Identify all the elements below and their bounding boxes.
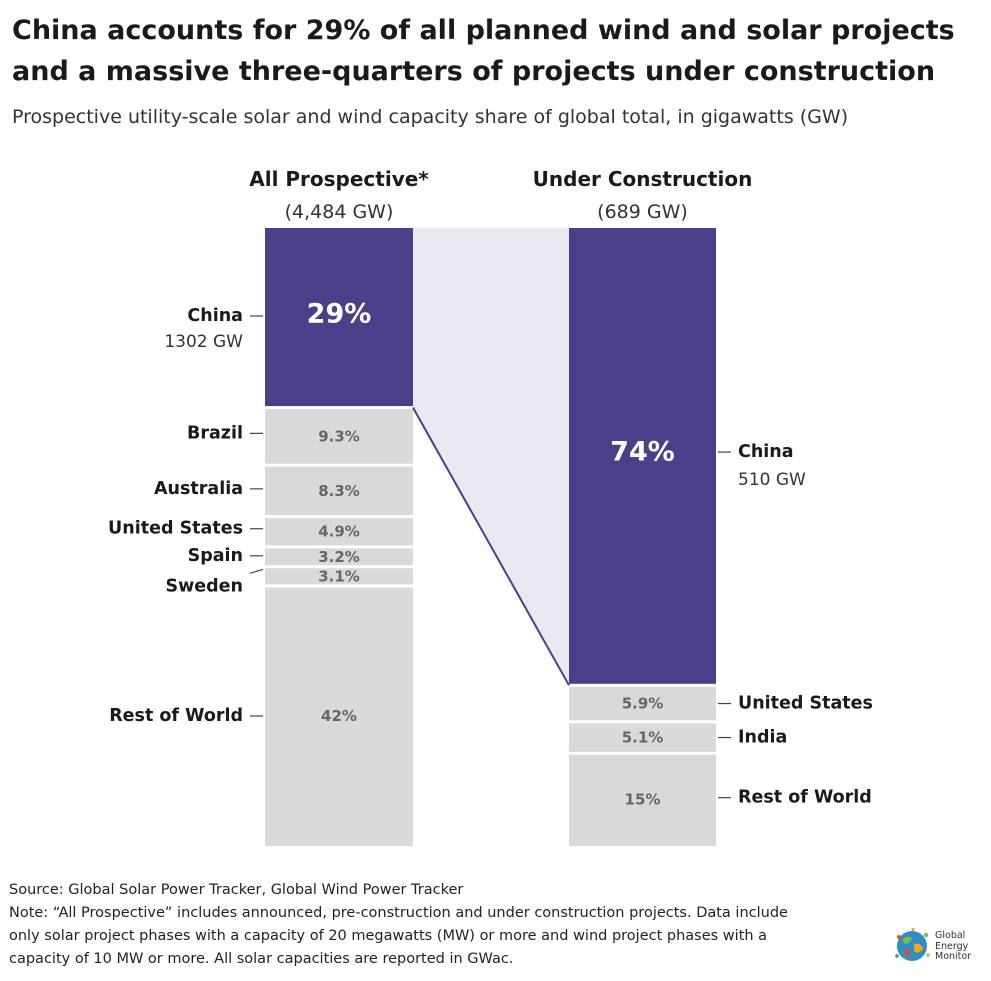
source-note: Source: Global Solar Power Tracker, Glob… [9, 882, 464, 898]
logo-line-2: Energy [935, 940, 969, 952]
bars-layer [265, 228, 716, 846]
country-label-right-china: China [738, 442, 794, 462]
chart-title: China accounts for 29% of all planned wi… [12, 10, 982, 92]
title-line-2: and a massive three-quarters of projects… [12, 56, 936, 87]
leader-line-sweden [249, 568, 264, 574]
logo-line-3: Monitor [935, 951, 972, 962]
connector-layer [412, 228, 570, 686]
note-line-2: only solar project phases with a capacit… [9, 928, 768, 944]
country-label-left-united-states: United States [108, 519, 243, 539]
country-label-left-sweden: Sweden [166, 576, 244, 596]
country-label-right-india: India [738, 728, 787, 748]
bar-segment-under-construction-india [569, 723, 716, 752]
bar-segment-all-prospective-sweden [265, 568, 413, 585]
bar-segment-all-prospective-china [265, 228, 413, 407]
segment-value-all-prospective-australia: 8.3% [318, 482, 360, 500]
stacked-share-chart: All Prospective* (4,484 GW) 29% China 1302 G… [108, 167, 873, 846]
country-label-left-china: China [187, 306, 243, 326]
column-header-under-construction: Under Construction [533, 167, 753, 191]
segment-value-under-construction-united-states: 5.9% [622, 695, 664, 713]
country-label-left-brazil: Brazil [187, 423, 243, 443]
segment-value-all-prospective-rest-of-world: 42% [321, 707, 357, 725]
column-header-all-prospective: All Prospective* [249, 167, 429, 191]
country-label-right-united-states: United States [738, 694, 873, 714]
bar-segment-all-prospective-rest-of-world [265, 587, 413, 846]
segment-value-all-prospective-brazil: 9.3% [318, 427, 360, 445]
bar-segment-all-prospective-brazil [265, 409, 413, 464]
bar-segment-all-prospective-spain [265, 548, 413, 566]
segment-value-all-prospective-spain: 3.2% [318, 548, 360, 566]
segment-value-under-construction-rest-of-world: 15% [625, 791, 661, 809]
country-label-left-rest-of-world: Rest of World [109, 706, 243, 726]
logo-wordmark: Global Energy Monitor [935, 930, 972, 963]
segment-value-all-prospective-united-states: 4.9% [318, 523, 360, 541]
segment-value-all-prospective-china: 29% [307, 299, 372, 330]
segment-value-under-construction-china: 74% [610, 437, 675, 468]
country-gw-right-china: 510 GW [738, 470, 806, 490]
connector-line [412, 407, 570, 686]
country-label-left-spain: Spain [188, 546, 243, 566]
connector-band [413, 228, 569, 686]
bar-segment-under-construction-rest-of-world [569, 754, 716, 846]
global-energy-monitor-logo: Global Energy Monitor [893, 927, 983, 967]
country-label-right-rest-of-world: Rest of World [738, 788, 872, 808]
segment-value-all-prospective-sweden: 3.1% [318, 567, 360, 585]
segment-value-under-construction-india: 5.1% [622, 729, 664, 747]
bar-segment-under-construction-china [569, 228, 716, 684]
footer-notes: Source: Global Solar Power Tracker, Glob… [9, 879, 879, 971]
bar-segment-all-prospective-united-states [265, 518, 413, 546]
bar-segment-all-prospective-australia [265, 466, 413, 516]
globe-icon [895, 927, 930, 961]
chart-subtitle: Prospective utility-scale solar and wind… [12, 106, 849, 128]
column-total-all-prospective: (4,484 GW) [285, 201, 394, 223]
country-label-left-australia: Australia [154, 479, 243, 499]
title-line-1: China accounts for 29% of all planned wi… [12, 15, 955, 46]
note-line-3: capacity of 10 MW or more. All solar cap… [9, 951, 514, 967]
bar-segment-under-construction-united-states [569, 686, 716, 721]
logo-line-1: Global [935, 930, 966, 941]
labels-layer: All Prospective* (4,484 GW) 29% China 1302 G… [108, 167, 873, 809]
country-gw-left-china: 1302 GW [164, 332, 243, 352]
column-total-under-construction: (689 GW) [597, 201, 688, 223]
note-line-1: Note: “All Prospective” includes announc… [9, 905, 788, 921]
